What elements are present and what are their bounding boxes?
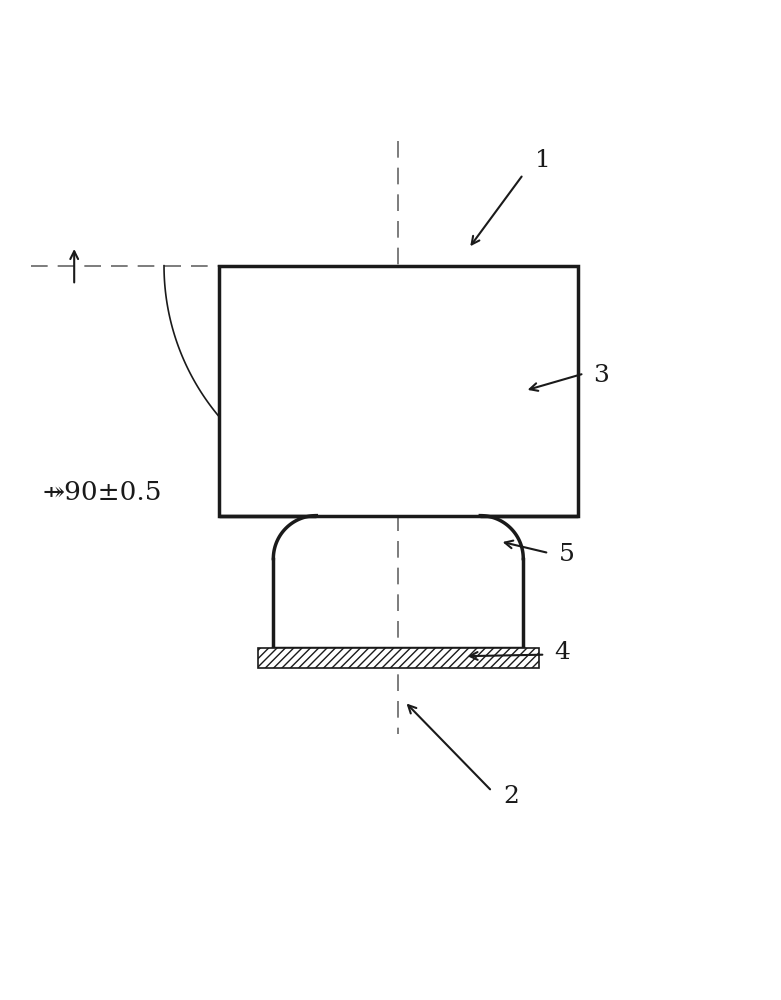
Bar xyxy=(258,648,539,668)
Text: 2: 2 xyxy=(504,785,519,808)
Text: 1: 1 xyxy=(535,149,551,172)
Bar xyxy=(219,266,578,516)
Text: ⤀90±0.5: ⤀90±0.5 xyxy=(43,480,162,505)
Text: 5: 5 xyxy=(558,543,574,566)
Text: 4: 4 xyxy=(555,641,570,664)
Text: 3: 3 xyxy=(594,364,609,387)
